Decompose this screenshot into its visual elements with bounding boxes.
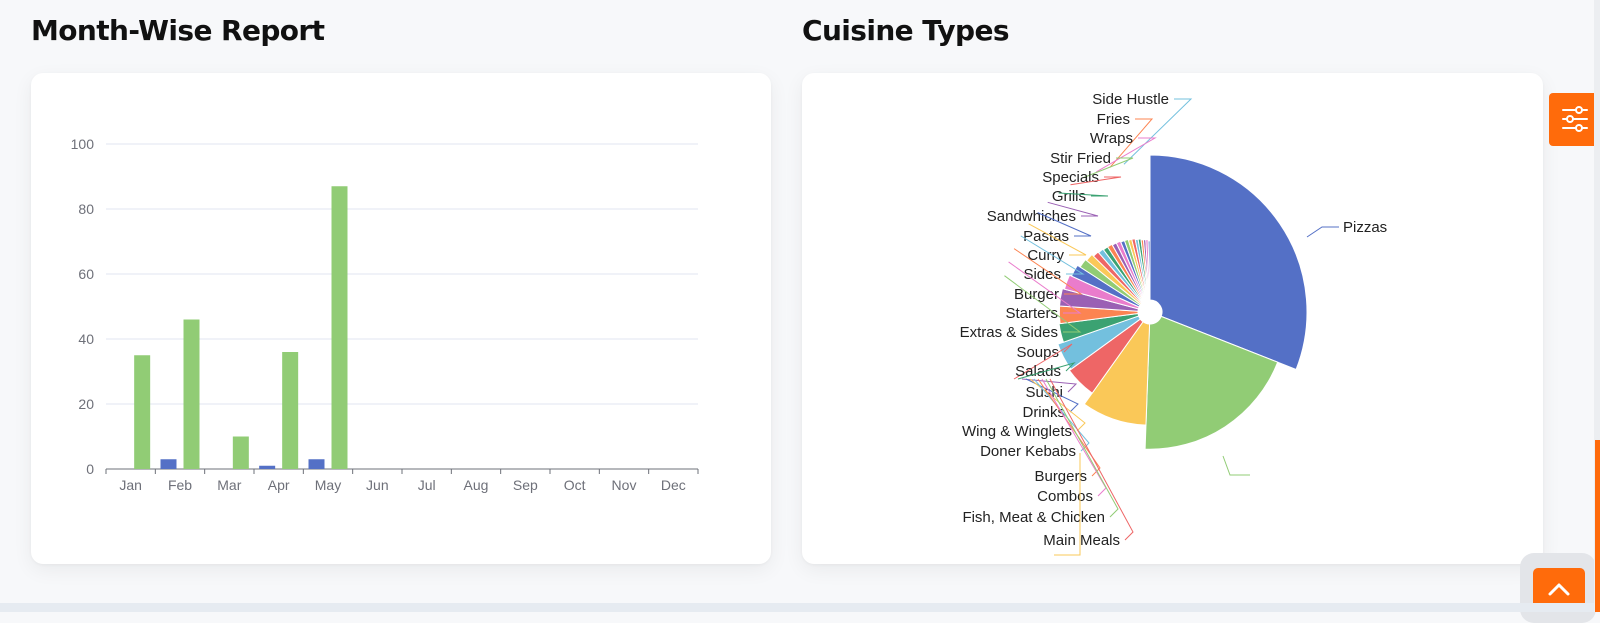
- pie-label-line: [1004, 275, 1082, 333]
- pie-label-line: [1013, 343, 1073, 380]
- pie-slice[interactable]: [1068, 318, 1144, 394]
- x-tick-label: Jan: [119, 477, 142, 493]
- pie-slice[interactable]: [1083, 321, 1151, 426]
- pie-label-line: [1095, 137, 1157, 173]
- pie-label-line: [1054, 453, 1081, 556]
- pie-label-line: [1047, 201, 1099, 217]
- pie-label-line: [1021, 378, 1078, 393]
- pie-label-line: [1082, 157, 1134, 179]
- pie-label: Sides: [1023, 266, 1061, 283]
- month-report-title: Month-Wise Report: [31, 14, 325, 47]
- x-tick-label: Oct: [564, 477, 586, 493]
- pie-label-line: [1306, 226, 1339, 238]
- pie-label-line: [1109, 118, 1154, 168]
- pie-label-line: [1017, 361, 1076, 380]
- x-tick-label: Feb: [168, 477, 192, 493]
- y-tick-label: 100: [71, 136, 95, 152]
- pie-label-line: [1222, 455, 1250, 476]
- pie-label: Stir Fried: [1050, 150, 1111, 167]
- y-tick-label: 0: [86, 461, 94, 477]
- y-tick-label: 80: [78, 201, 94, 217]
- pie-label: Pastas: [1023, 228, 1069, 245]
- pie-label: Curry: [1027, 247, 1064, 264]
- pie-label: Grills: [1052, 188, 1086, 205]
- pie-slice[interactable]: [1063, 274, 1140, 310]
- sliders-icon: [1562, 106, 1588, 132]
- pie-label-line: [1070, 176, 1122, 186]
- pie-label-line: [1028, 223, 1087, 256]
- pie-label: Side Hustle: [1092, 91, 1169, 108]
- x-tick-label: Mar: [217, 477, 241, 493]
- pie-slice[interactable]: [1092, 251, 1143, 305]
- scrollbar-track[interactable]: [1594, 0, 1600, 612]
- pie-label-line: [1020, 235, 1085, 275]
- pie-label-line: [1008, 261, 1082, 314]
- pie-label: Combos: [1037, 488, 1093, 505]
- pie-label-line: [1123, 98, 1193, 165]
- pie-label-line: [1049, 378, 1134, 541]
- x-tick-label: Aug: [464, 477, 489, 493]
- cuisine-types-card: Pizzas Side Hustle Fries Wraps Stir Fried Spe…: [802, 73, 1543, 564]
- bar[interactable]: [308, 459, 325, 469]
- bar[interactable]: [331, 186, 348, 469]
- pie-label: Sandwhiches: [987, 208, 1076, 225]
- pie-label: Fries: [1097, 111, 1130, 128]
- pie-slice[interactable]: [1097, 248, 1144, 304]
- pie-slice[interactable]: [1144, 315, 1279, 450]
- pie-slice[interactable]: [1085, 253, 1143, 306]
- settings-button[interactable]: [1549, 93, 1600, 146]
- bar[interactable]: [232, 436, 249, 470]
- pie-label-line: [1037, 212, 1092, 237]
- bar[interactable]: [160, 459, 177, 469]
- pie-slice[interactable]: [1070, 264, 1141, 308]
- pie-label: Soups: [1016, 344, 1059, 361]
- pie-label: Burgers: [1034, 468, 1087, 485]
- pie-label: Specials: [1042, 169, 1099, 186]
- y-tick-label: 20: [78, 396, 94, 412]
- bar[interactable]: [183, 319, 200, 470]
- pie-label: Extras & Sides: [960, 324, 1058, 341]
- pie-label-line: [1013, 248, 1083, 295]
- x-tick-label: Apr: [268, 477, 290, 493]
- y-tick-label: 60: [78, 266, 94, 282]
- pie-label: Fish, Meat & Chicken: [962, 509, 1105, 526]
- pie-label: Doner Kebabs: [980, 443, 1076, 460]
- pie-label: Wraps: [1090, 130, 1133, 147]
- bar[interactable]: [259, 465, 276, 469]
- month-report-card: 0 20 40 60 80 100 Jan Feb Mar Apr May Jun Jul Aug Sep O…: [31, 73, 771, 564]
- month-bar-chart: 0 20 40 60 80 100 Jan Feb Mar Apr May Jun Jul Aug Sep O…: [71, 136, 699, 493]
- y-tick-label: 40: [78, 331, 94, 347]
- pie-slice[interactable]: [1149, 154, 1308, 371]
- chevron-up-icon: [1548, 583, 1570, 596]
- pie-label-line: [1045, 378, 1119, 518]
- bar[interactable]: [134, 355, 151, 469]
- x-tick-label: Nov: [612, 477, 637, 493]
- cuisine-pie-chart: Pizzas Side Hustle Fries Wraps Stir Fried Spe…: [960, 91, 1387, 556]
- pie-slice[interactable]: [1058, 312, 1140, 343]
- scrollbar-thumb[interactable]: [1595, 440, 1600, 612]
- pie-label: Wing & Winglets: [962, 423, 1072, 440]
- pie-label: Salads: [1015, 363, 1061, 380]
- pie-label: Starters: [1005, 305, 1058, 322]
- pie-slice[interactable]: [1106, 243, 1145, 303]
- pie-slice[interactable]: [1079, 258, 1142, 307]
- pie-label: Pizzas: [1343, 219, 1387, 236]
- x-tick-label: Jul: [418, 477, 436, 493]
- x-tick-label: Dec: [661, 477, 686, 493]
- pie-label: Sushi: [1025, 384, 1063, 401]
- pie-slice[interactable]: [1147, 240, 1151, 301]
- pie-label-line: [1058, 192, 1109, 197]
- cuisine-types-title: Cuisine Types: [802, 14, 1010, 47]
- pie-label-line: [1037, 378, 1101, 477]
- x-tick-label: May: [315, 477, 341, 493]
- x-tick-label: Jun: [366, 477, 389, 493]
- pie-label: Main Meals: [1043, 532, 1120, 549]
- x-tick-label: Sep: [513, 477, 538, 493]
- pie-label: Burger: [1014, 286, 1059, 303]
- pie-label: Drinks: [1022, 404, 1065, 421]
- bar[interactable]: [282, 352, 299, 469]
- page-footer-band: [0, 603, 1594, 612]
